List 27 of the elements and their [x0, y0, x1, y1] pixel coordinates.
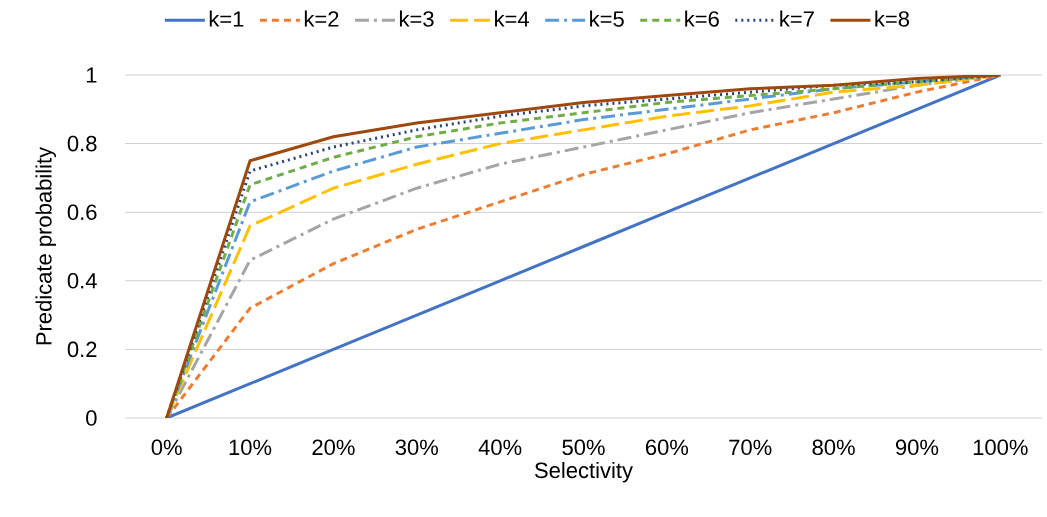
x-tick-label: 40% — [478, 439, 522, 456]
x-tick-label: 80% — [812, 439, 855, 456]
legend-label: k=7 — [780, 10, 814, 27]
legend-label: k=5 — [590, 10, 624, 27]
x-tick-label: 0% — [151, 439, 182, 456]
x-tick-label: 90% — [895, 439, 939, 456]
legend-label: k=4 — [495, 10, 529, 27]
x-tick-label: 10% — [229, 439, 272, 456]
y-tick-label: 0.2 — [67, 341, 97, 358]
y-tick-label: 0.8 — [67, 135, 97, 152]
x-axis-title: Selectivity — [534, 461, 633, 483]
legend-label: k=8 — [875, 10, 910, 27]
y-tick-label: 0.4 — [67, 273, 97, 289]
x-tick-label: 70% — [729, 439, 772, 456]
x-tick-label: 30% — [395, 439, 438, 456]
y-axis-title: Predicate probability — [35, 146, 57, 345]
y-tick-label: 1 — [86, 67, 97, 83]
x-tick-label: 60% — [645, 439, 689, 456]
x-tick-label: 50% — [562, 439, 605, 456]
legend-label: k=2 — [304, 10, 339, 27]
legend-label: k=1 — [209, 10, 244, 27]
x-tick-label: 100% — [973, 439, 1028, 456]
legend-label: k=3 — [399, 10, 434, 27]
x-tick-label: 20% — [312, 439, 355, 456]
y-tick-label: 0 — [86, 410, 97, 426]
legend-label: k=6 — [685, 10, 719, 27]
y-tick-label: 0.6 — [67, 204, 97, 220]
